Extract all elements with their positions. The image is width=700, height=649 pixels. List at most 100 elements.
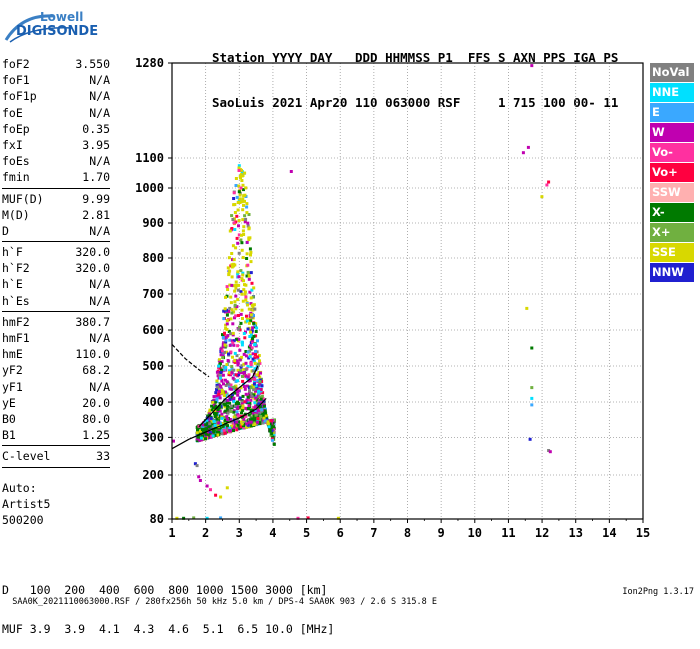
echo-point — [234, 184, 238, 187]
param-row: M(D) 2.81 — [2, 207, 110, 223]
echo-point — [241, 406, 245, 410]
echo-point — [228, 343, 232, 347]
echo-point — [222, 364, 226, 368]
legend-item: NNW — [650, 263, 694, 282]
param-row: foE N/A — [2, 105, 110, 121]
x-tick-label: 1 — [168, 526, 175, 540]
echo-point — [210, 420, 214, 424]
echo-point — [213, 424, 217, 427]
echo-point — [247, 398, 251, 402]
echo-point — [244, 283, 248, 287]
echo-point — [220, 351, 224, 355]
echo-point — [251, 411, 255, 415]
echo-point — [247, 226, 251, 230]
echo-point — [272, 425, 276, 429]
autoscaling-info: Auto: Artist5 500200 — [2, 480, 50, 528]
echo-point — [254, 384, 258, 388]
x-tick-label: 8 — [404, 526, 411, 540]
param-name: yE — [2, 395, 16, 410]
echo-point — [244, 298, 248, 302]
echo-point — [224, 338, 228, 342]
isolated-echo-point — [209, 488, 212, 492]
echo-point — [240, 179, 244, 182]
echo-point — [215, 398, 219, 402]
echo-point — [227, 369, 231, 373]
echo-point — [269, 419, 273, 423]
echo-point — [250, 281, 254, 285]
echo-point — [236, 288, 240, 292]
echo-point — [232, 258, 236, 262]
echo-point — [223, 425, 227, 429]
scaled-parameters-panel: foF2 3.550 foF1 N/A foF1p N/A foE N/A foEp 0.35 fx… — [2, 56, 110, 470]
logo-text-digisonde: DIGISONDE — [16, 24, 99, 39]
echo-point — [267, 419, 271, 423]
param-row: MUF(D) 9.99 — [2, 191, 110, 207]
echo-point — [221, 425, 225, 428]
x-tick-label: 9 — [438, 526, 445, 540]
echo-point — [249, 319, 253, 323]
echo-point — [212, 404, 216, 408]
echo-point — [218, 362, 222, 366]
echo-point — [246, 407, 250, 410]
echo-point — [256, 378, 260, 382]
echo-point — [214, 404, 218, 408]
isolated-echo-point — [193, 462, 197, 466]
legend-item: X+ — [650, 223, 694, 242]
param-name: C-level — [2, 449, 51, 464]
echo-point — [252, 303, 256, 307]
echo-point — [249, 313, 253, 317]
echo-point — [245, 211, 249, 215]
echo-point — [223, 343, 227, 347]
echo-point — [201, 436, 205, 440]
echo-point — [249, 398, 253, 402]
echo-point — [272, 418, 276, 422]
echo-point — [259, 371, 262, 375]
param-value: 2.81 — [82, 207, 110, 222]
echo-point — [227, 419, 231, 423]
echo-point — [224, 340, 228, 344]
echo-point — [257, 371, 261, 375]
echo-point — [243, 193, 247, 197]
echo-point — [239, 420, 243, 424]
echo-point — [241, 299, 245, 303]
echo-point — [245, 319, 249, 323]
param-name: hmE — [2, 347, 23, 362]
param-row: hmF1 N/A — [2, 330, 110, 346]
echo-point — [249, 271, 253, 275]
param-value: 20.0 — [82, 395, 110, 410]
echo-point — [221, 342, 225, 346]
echo-point — [232, 396, 236, 400]
echo-point — [249, 420, 253, 424]
echo-point — [216, 433, 220, 437]
echo-point — [223, 403, 227, 407]
echo-point — [253, 422, 257, 426]
echo-point — [251, 305, 255, 309]
echo-point — [245, 252, 249, 256]
echo-point — [236, 272, 240, 276]
echo-point — [240, 422, 244, 426]
y-tick-label: 500 — [142, 359, 164, 373]
x-tick-label: 3 — [236, 526, 243, 540]
param-row: hmF2 380.7 — [2, 314, 110, 330]
auto-label: Auto: — [2, 481, 37, 495]
param-row: hmE 110.0 — [2, 346, 110, 362]
echo-point — [247, 277, 251, 281]
echo-point — [244, 354, 248, 358]
echo-point — [196, 428, 199, 432]
echo-point — [241, 317, 244, 320]
y-tick-label: 80 — [150, 512, 164, 526]
param-row: foEs N/A — [2, 153, 110, 169]
param-value: N/A — [89, 105, 110, 120]
legend-item: X- — [650, 203, 694, 222]
isolated-echo-point — [525, 306, 529, 310]
echo-point — [245, 425, 249, 429]
echo-point — [221, 356, 225, 360]
echo-point — [247, 413, 251, 417]
echo-point — [224, 323, 228, 327]
echo-point — [234, 280, 238, 284]
echo-point — [220, 360, 224, 364]
ionogram-chart: 1 2 3 4 5 6 7 8 9 10 11 12 13 14 158020030040050060070… — [135, 56, 650, 540]
echo-point — [222, 309, 226, 313]
echo-point — [239, 173, 243, 177]
echo-point — [249, 253, 252, 257]
